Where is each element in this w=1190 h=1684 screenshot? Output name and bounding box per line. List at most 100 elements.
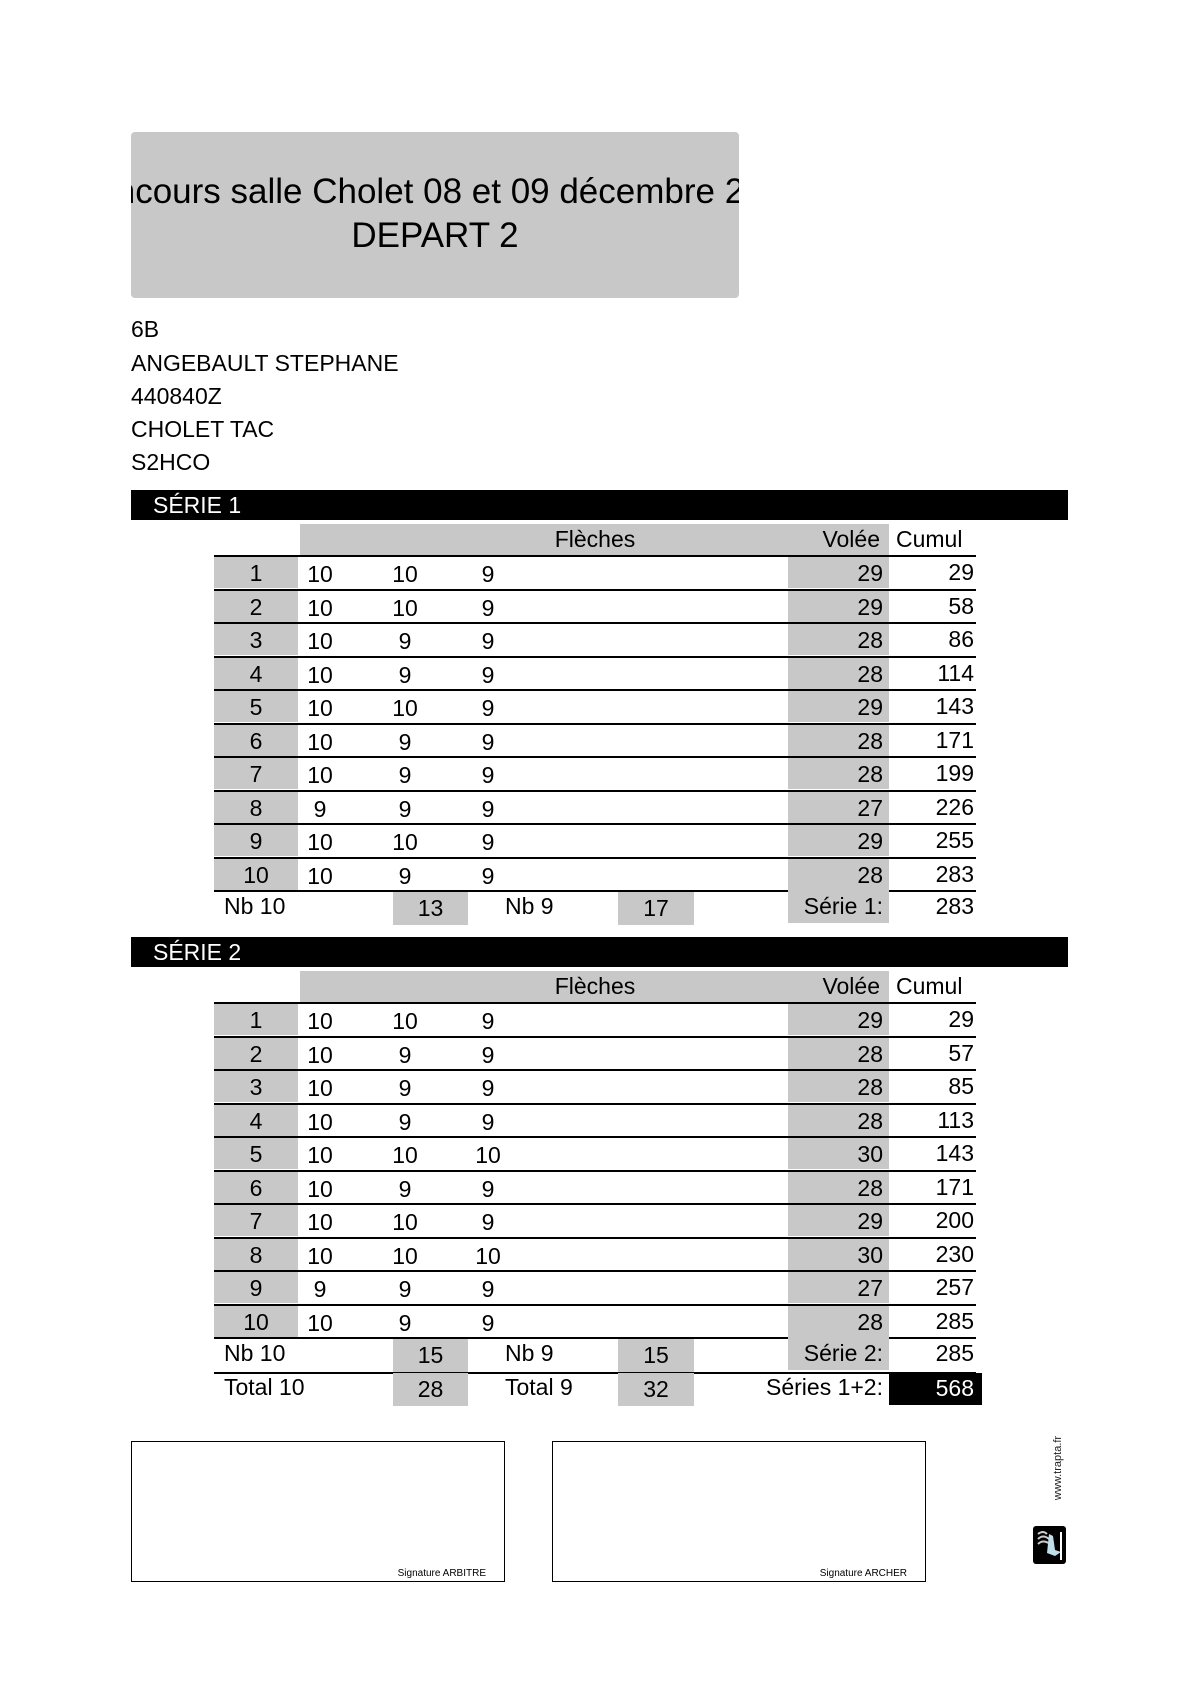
arrow-score: 9	[481, 1309, 495, 1336]
column-header-end: Volée	[822, 526, 880, 552]
arrow-score: 10	[392, 561, 418, 587]
row-rule	[214, 1136, 976, 1138]
arrow-score: 10	[307, 628, 333, 654]
end-number: 8	[214, 791, 298, 823]
cumulative-total: 58	[948, 592, 974, 619]
end-total: 28	[788, 758, 889, 789]
arrow-score: 10	[392, 829, 418, 855]
cumulative-total: 285	[935, 1307, 974, 1334]
arrow-score: 9	[313, 795, 327, 822]
end-number: 7	[214, 1205, 298, 1236]
end-total: 29	[788, 691, 889, 722]
arrow-score: 10	[307, 1008, 333, 1034]
arrow-score: 10	[307, 1175, 333, 1202]
arrow-score: 9	[313, 1276, 327, 1302]
departure-label: DEPART 2	[351, 216, 519, 255]
end-total: 29	[788, 825, 889, 856]
target-number: 6B	[131, 316, 160, 342]
arrow-score: 10	[307, 1108, 333, 1135]
row-rule	[214, 1270, 976, 1272]
total10-value: 28	[393, 1373, 468, 1406]
end-total: 29	[788, 1004, 889, 1035]
end-total: 29	[788, 590, 889, 622]
row-rule	[214, 689, 976, 691]
row-rule	[214, 823, 976, 825]
row-rule	[214, 789, 976, 792]
series-label: SÉRIE 1	[153, 492, 242, 518]
nb10-value: 15	[393, 1339, 468, 1372]
arrow-score: 9	[481, 1075, 495, 1101]
row-rule	[214, 756, 976, 758]
referee-signature-label: Signature ARBITRE	[397, 1568, 486, 1579]
arrow-score: 9	[481, 1209, 495, 1235]
row-rule	[214, 588, 976, 591]
arrow-score: 10	[307, 561, 333, 587]
cumulative-total: 171	[935, 1173, 974, 1200]
end-total: 28	[788, 1104, 889, 1136]
column-header-arrows: Flèches	[554, 973, 636, 999]
series-total-value: 285	[935, 1340, 974, 1366]
grand-total-value: 568	[889, 1373, 982, 1405]
website-link[interactable]: www.trapta.fr	[1052, 1435, 1064, 1501]
competition-title: Concours salle Cholet 08 et 09 décembre …	[131, 172, 739, 211]
series-label: SÉRIE 2	[153, 939, 242, 965]
series-header-2: SÉRIE 2	[131, 937, 1068, 967]
cumulative-total: 85	[948, 1073, 974, 1099]
arrow-score: 10	[307, 661, 333, 688]
cumulative-total: 29	[948, 559, 974, 585]
cumulative-total: 226	[935, 793, 974, 820]
end-total: 28	[788, 1037, 889, 1069]
cumulative-total: 57	[948, 1039, 974, 1066]
arrow-score: 10	[307, 594, 333, 621]
arrow-score: 9	[481, 1276, 495, 1302]
arrow-score: 10	[392, 695, 418, 721]
arrow-score: 9	[481, 795, 495, 822]
arrow-score: 9	[398, 862, 412, 889]
arrow-score: 9	[481, 561, 495, 587]
end-number: 1	[214, 1004, 298, 1035]
row-rule	[214, 1236, 976, 1239]
total10-label: Total 10	[224, 1374, 305, 1400]
nb10-label: Nb 10	[224, 1340, 286, 1366]
arrow-score: 10	[307, 862, 333, 889]
end-number: 3	[214, 1071, 298, 1102]
row-rule	[214, 1069, 976, 1071]
license-number: 440840Z	[131, 383, 222, 409]
nb9-value: 17	[618, 892, 694, 925]
arrow-score: 9	[398, 1175, 412, 1202]
arrow-score: 9	[481, 1008, 495, 1034]
arrow-score: 9	[481, 1041, 495, 1068]
arrow-score: 9	[481, 594, 495, 621]
arrow-score: 10	[307, 728, 333, 755]
arrow-score: 9	[481, 728, 495, 755]
end-total: 28	[788, 1171, 889, 1203]
total9-value: 32	[618, 1373, 694, 1406]
end-total: 27	[788, 791, 889, 823]
referee-signature-box[interactable]: Signature ARBITRE	[131, 1441, 505, 1582]
row-rule	[214, 1102, 976, 1105]
end-number: 9	[214, 825, 298, 856]
arrow-score: 10	[307, 762, 333, 788]
end-total: 28	[788, 724, 889, 756]
end-number: 5	[214, 691, 298, 722]
competition-title-box: Concours salle Cholet 08 et 09 décembre …	[131, 132, 739, 298]
row-rule	[214, 1203, 976, 1205]
header-rule	[214, 555, 976, 557]
nb10-value: 13	[393, 892, 468, 925]
arrow-score: 10	[307, 829, 333, 855]
cumulative-total: 143	[935, 693, 974, 719]
arrow-score: 10	[392, 1008, 418, 1034]
archer-name: ANGEBAULT STEPHANE	[131, 350, 399, 376]
cumulative-total: 257	[935, 1274, 974, 1300]
end-number: 4	[214, 657, 298, 689]
end-number: 7	[214, 758, 298, 789]
end-number: 10	[214, 1305, 298, 1337]
archer-signature-box[interactable]: Signature ARCHER	[552, 1441, 926, 1582]
cumulative-total: 199	[935, 760, 974, 786]
arrow-score: 9	[398, 762, 412, 788]
arrow-score: 9	[481, 628, 495, 654]
arrow-score: 9	[481, 1108, 495, 1135]
end-number: 6	[214, 724, 298, 756]
end-number: 8	[214, 1238, 298, 1270]
arrow-score: 9	[398, 795, 412, 822]
